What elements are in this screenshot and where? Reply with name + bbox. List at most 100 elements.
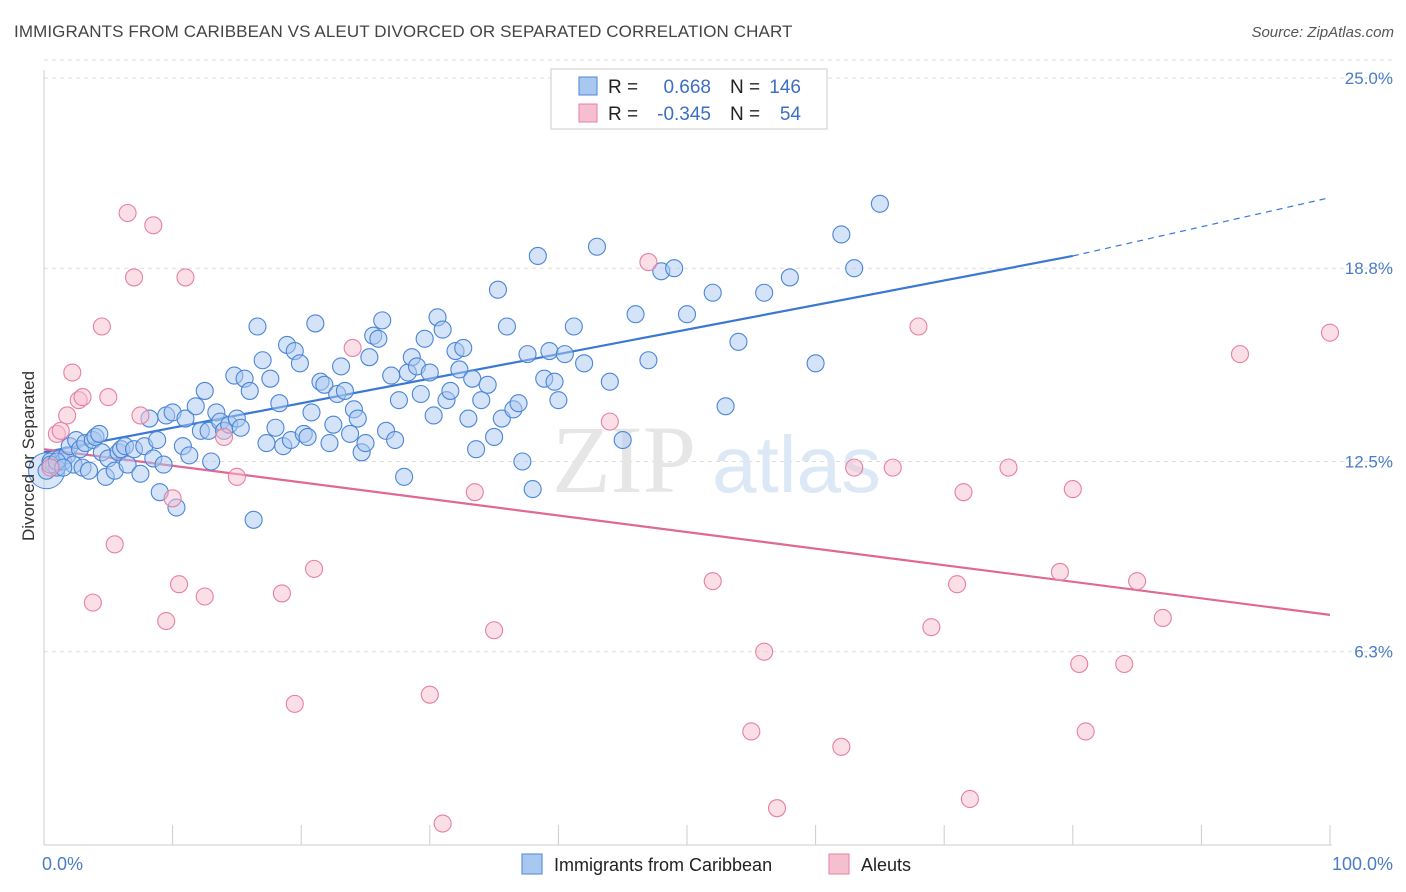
point-caribbean-59 [270, 394, 289, 413]
point-caribbean-64 [290, 354, 309, 373]
y-axis-label: Divorced or Separated [19, 371, 38, 541]
point-aleuts-23 [285, 694, 304, 713]
watermark-zip: ZIP [552, 406, 696, 513]
point-aleuts-0 [41, 458, 60, 477]
point-aleuts-10 [105, 535, 124, 554]
point-caribbean-121 [545, 372, 564, 391]
point-aleuts-24 [305, 559, 324, 578]
point-caribbean-58 [266, 418, 285, 437]
point-aleuts-44 [1050, 562, 1069, 581]
point-caribbean-87 [386, 430, 405, 450]
point-caribbean-106 [467, 440, 486, 459]
point-caribbean-52 [240, 381, 259, 400]
point-aleuts-16 [163, 489, 182, 508]
point-caribbean-127 [600, 372, 619, 391]
point-aleuts-42 [960, 789, 979, 809]
point-caribbean-102 [450, 360, 469, 379]
bottom-legend: Immigrants from Caribbean Aleuts [521, 853, 911, 875]
point-aleuts-35 [767, 799, 787, 818]
point-caribbean-50 [231, 418, 250, 437]
point-aleuts-37 [845, 458, 864, 477]
point-aleuts-46 [1070, 654, 1089, 674]
point-caribbean-66 [298, 427, 317, 447]
point-aleuts-31 [639, 253, 658, 272]
point-caribbean-88 [389, 391, 408, 410]
point-aleuts-28 [465, 483, 484, 502]
legend-r-label-1: R = [608, 77, 638, 98]
point-caribbean-108 [478, 375, 497, 394]
point-aleuts-13 [131, 406, 150, 425]
point-caribbean-140 [832, 225, 851, 244]
point-caribbean-75 [335, 381, 354, 400]
point-caribbean-142 [845, 259, 864, 278]
point-aleuts-18 [176, 268, 195, 287]
legend-r-value-2: -0.345 [657, 104, 711, 125]
point-aleuts-50 [1153, 608, 1172, 628]
legend-n-label-1: N = [730, 77, 760, 98]
point-aleuts-45 [1063, 480, 1082, 499]
x-tick-label-max: 100.0% [1332, 854, 1393, 874]
point-caribbean-139 [806, 354, 825, 373]
trend-line-aleuts [43, 448, 1331, 616]
scatter-points [28, 194, 1340, 833]
point-caribbean-83 [369, 329, 388, 348]
chart-title: IMMIGRANTS FROM CARIBBEAN VS ALEUT DIVOR… [14, 22, 793, 41]
point-caribbean-116 [518, 345, 537, 364]
point-aleuts-33 [742, 722, 761, 741]
point-caribbean-13 [79, 461, 99, 480]
legend-n-label-2: N = [730, 104, 760, 125]
point-caribbean-37 [176, 409, 195, 428]
point-caribbean-98 [433, 320, 452, 339]
point-aleuts-9 [99, 388, 118, 407]
point-aleuts-52 [1320, 323, 1340, 342]
point-aleuts-26 [420, 685, 439, 704]
point-aleuts-41 [954, 483, 973, 502]
point-caribbean-84 [373, 311, 392, 330]
point-caribbean-30 [148, 430, 167, 450]
gridlines [44, 59, 1392, 653]
point-aleuts-43 [999, 458, 1018, 477]
point-caribbean-95 [420, 363, 439, 382]
point-caribbean-41 [195, 381, 214, 400]
point-caribbean-118 [528, 246, 547, 265]
point-aleuts-53 [883, 458, 902, 477]
point-caribbean-86 [382, 366, 401, 385]
point-caribbean-129 [626, 305, 645, 324]
point-aleuts-12 [124, 268, 144, 287]
point-caribbean-120 [540, 342, 559, 361]
point-caribbean-126 [587, 237, 607, 256]
point-aleuts-30 [600, 412, 619, 431]
point-aleuts-47 [1076, 722, 1095, 741]
point-aleuts-15 [157, 611, 176, 631]
legend-r-value-1: 0.668 [663, 77, 711, 98]
bottom-legend-swatch-caribbean [521, 853, 543, 875]
point-caribbean-54 [248, 317, 267, 336]
point-caribbean-110 [488, 280, 508, 299]
point-aleuts-40 [948, 575, 967, 594]
point-caribbean-24 [118, 455, 137, 474]
x-tick-label-min: 0.0% [42, 854, 83, 874]
point-caribbean-141 [870, 194, 889, 213]
point-caribbean-32 [154, 455, 173, 474]
point-aleuts-3 [58, 406, 77, 425]
point-caribbean-38 [180, 446, 199, 465]
point-aleuts-14 [144, 216, 163, 235]
point-caribbean-104 [459, 409, 478, 428]
point-aleuts-7 [83, 593, 102, 612]
legend-n-value-2: 54 [780, 104, 802, 125]
point-caribbean-93 [411, 384, 430, 404]
point-aleuts-29 [485, 621, 504, 640]
point-caribbean-80 [356, 434, 375, 453]
point-aleuts-21 [227, 467, 246, 486]
chart-source: Source: ZipAtlas.com [1251, 24, 1394, 41]
legend-r-label-2: R = [608, 104, 638, 125]
point-caribbean-137 [755, 283, 774, 302]
point-aleuts-20 [214, 427, 234, 447]
point-caribbean-16 [90, 424, 109, 443]
point-aleuts-17 [169, 575, 189, 594]
point-caribbean-100 [441, 381, 460, 400]
point-caribbean-105 [463, 369, 482, 388]
point-caribbean-94 [415, 329, 434, 348]
point-caribbean-81 [360, 348, 379, 367]
